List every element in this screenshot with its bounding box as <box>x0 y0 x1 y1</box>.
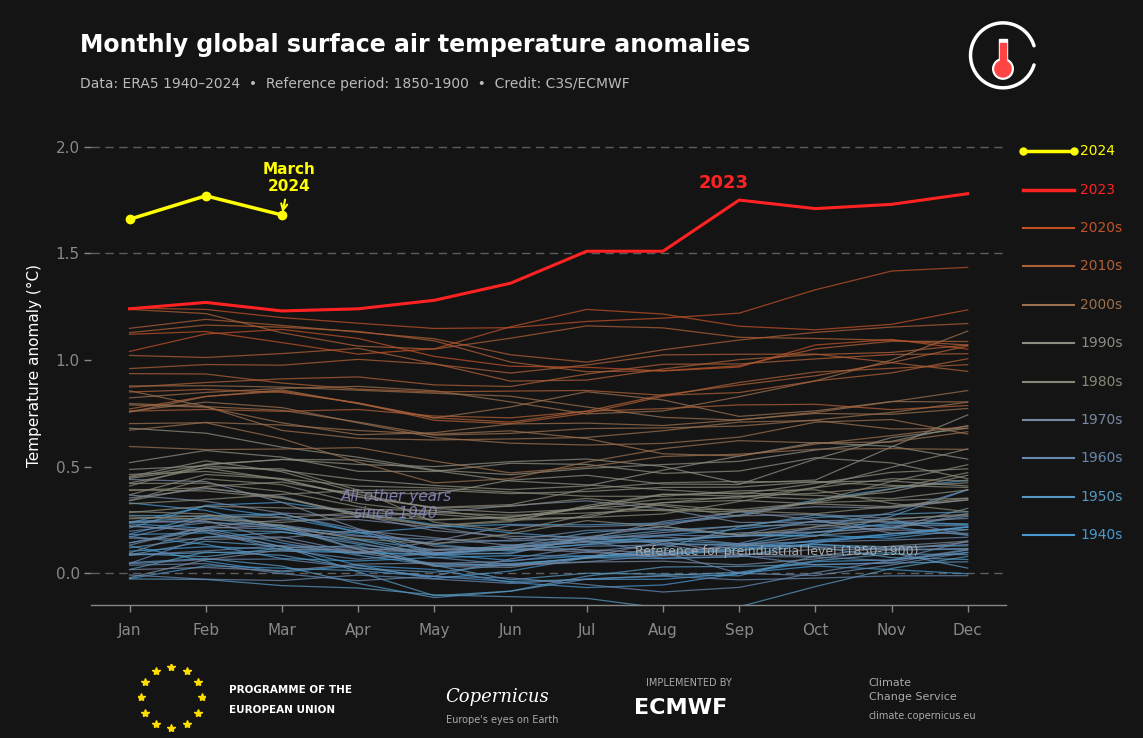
Text: climate.copernicus.eu: climate.copernicus.eu <box>869 711 976 721</box>
Text: 1970s: 1970s <box>1080 413 1122 427</box>
Text: March
2024: March 2024 <box>263 162 315 210</box>
Y-axis label: Temperature anomaly (°C): Temperature anomaly (°C) <box>26 263 41 467</box>
Text: All other years
since 1940: All other years since 1940 <box>341 489 451 521</box>
Text: 1950s: 1950s <box>1080 490 1122 503</box>
Text: Reference for preindustrial level (1850-1900): Reference for preindustrial level (1850-… <box>636 545 919 558</box>
Text: 2024: 2024 <box>1080 145 1116 158</box>
Text: EUROPEAN UNION: EUROPEAN UNION <box>229 705 335 715</box>
Circle shape <box>993 58 1013 79</box>
Circle shape <box>994 61 1012 77</box>
Text: PROGRAMME OF THE: PROGRAMME OF THE <box>229 685 352 695</box>
Text: 1940s: 1940s <box>1080 528 1122 542</box>
Text: Monthly global surface air temperature anomalies: Monthly global surface air temperature a… <box>80 33 751 58</box>
Text: Climate: Climate <box>869 677 912 688</box>
Text: ECMWF: ECMWF <box>634 698 728 719</box>
Text: 2023: 2023 <box>1080 183 1116 196</box>
Text: 1990s: 1990s <box>1080 337 1122 350</box>
Text: Data: ERA5 1940–2024  •  Reference period: 1850-1900  •  Credit: C3S/ECMWF: Data: ERA5 1940–2024 • Reference period:… <box>80 77 630 92</box>
Text: 2023: 2023 <box>698 174 749 192</box>
Text: 1980s: 1980s <box>1080 375 1122 388</box>
Text: 2010s: 2010s <box>1080 260 1122 273</box>
Text: 2000s: 2000s <box>1080 298 1122 311</box>
Text: IMPLEMENTED BY: IMPLEMENTED BY <box>646 677 732 688</box>
Text: 2020s: 2020s <box>1080 221 1122 235</box>
Text: 1960s: 1960s <box>1080 452 1122 465</box>
Text: Change Service: Change Service <box>869 692 957 703</box>
Bar <box>1000 43 1006 63</box>
Text: Copernicus: Copernicus <box>446 689 550 706</box>
Bar <box>999 39 1007 63</box>
Text: Europe's eyes on Earth: Europe's eyes on Earth <box>446 714 558 725</box>
